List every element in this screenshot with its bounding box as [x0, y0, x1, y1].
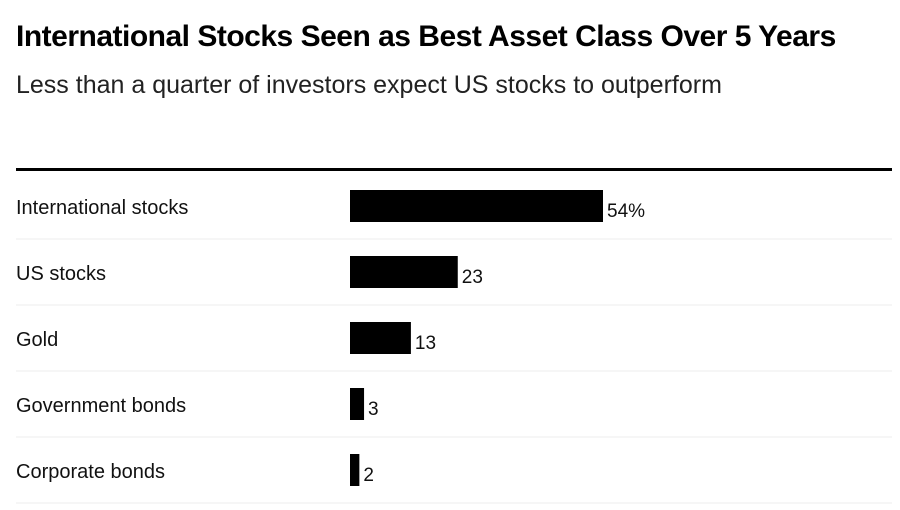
- category-label: US stocks: [16, 263, 106, 285]
- category-label: Government bonds: [16, 395, 186, 417]
- category-label: International stocks: [16, 197, 188, 219]
- chart-subtitle: Less than a quarter of investors expect …: [16, 71, 722, 99]
- chart-title: International Stocks Seen as Best Asset …: [16, 20, 836, 53]
- value-label: 2: [363, 465, 374, 486]
- value-label: 54%: [607, 201, 645, 222]
- value-label: 13: [415, 333, 436, 354]
- bar: [350, 322, 411, 354]
- value-label: 23: [462, 267, 483, 288]
- bar: [350, 454, 360, 486]
- bar: [350, 388, 365, 420]
- value-label: 3: [368, 399, 379, 420]
- bar: [350, 256, 458, 288]
- bar: [350, 190, 603, 222]
- category-label: Corporate bonds: [16, 461, 165, 483]
- category-label: Gold: [16, 329, 58, 351]
- top-divider: [16, 168, 892, 171]
